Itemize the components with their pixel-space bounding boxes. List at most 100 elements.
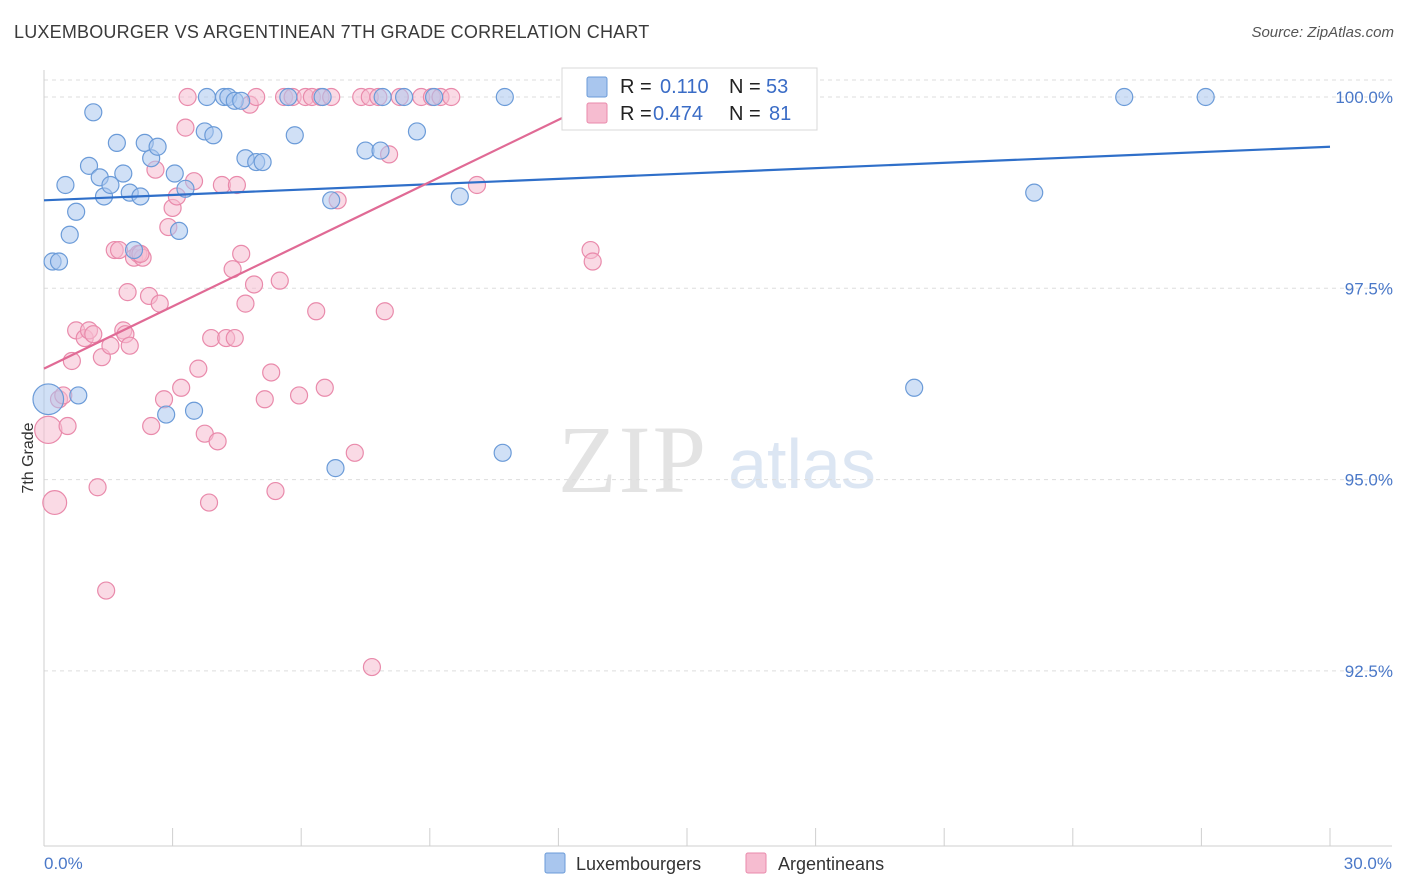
argentineans-point: [345, 443, 364, 462]
luxembourgers-point: [450, 187, 469, 206]
luxembourgers-point: [107, 133, 126, 153]
luxembourgers-point: [69, 386, 88, 405]
legend-swatch-pink: [586, 102, 608, 124]
argentineans-point: [142, 416, 161, 436]
luxembourgers-point: [60, 225, 79, 244]
series-legend: Luxembourgers Argentineans: [544, 852, 884, 874]
luxembourgers-point: [407, 122, 427, 141]
luxembourgers-point: [56, 175, 75, 195]
legend-item-argentineans-swatch: [745, 852, 767, 874]
luxembourgers-point: [394, 87, 414, 107]
luxembourgers-point: [253, 152, 272, 172]
argentineans-points: [34, 87, 812, 677]
luxembourgers-point: [67, 202, 86, 221]
argentineans-point: [315, 378, 334, 397]
y-axis-tick-labels: 100.0% 97.5% 95.0% 92.5%: [1335, 88, 1393, 681]
argentineans-point: [84, 325, 103, 344]
legend-n-label-blue: N =: [729, 76, 761, 98]
argentineans-point: [583, 252, 602, 271]
legend-item-luxembourgers-swatch: [544, 852, 566, 874]
luxembourgers-point: [493, 443, 512, 462]
luxembourgers-point: [157, 405, 176, 424]
luxembourgers-point: [49, 252, 69, 271]
argentineans-point: [88, 478, 107, 497]
argentineans-point: [120, 336, 139, 355]
argentineans-point: [42, 490, 68, 516]
axes: [43, 70, 1392, 847]
luxembourgers-point: [326, 459, 345, 478]
grid-lines: [44, 79, 1392, 672]
luxembourgers-point: [114, 164, 133, 183]
argentineans-point: [467, 175, 487, 195]
argentineans-point: [266, 481, 285, 501]
luxembourgers-point: [322, 191, 341, 210]
legend-r-value-blue: 0.110: [660, 76, 709, 98]
luxembourgers-point: [204, 126, 223, 145]
luxembourgers-point: [371, 141, 390, 160]
chart-title: LUXEMBOURGER VS ARGENTINEAN 7TH GRADE CO…: [14, 22, 650, 42]
argentineans-point: [199, 493, 219, 512]
argentineans-point: [247, 87, 266, 107]
watermark-zip: ZIP: [558, 406, 708, 513]
luxembourgers-point: [1196, 87, 1215, 107]
y-tick-label: 100.0%: [1335, 88, 1393, 107]
luxembourgers-point: [124, 240, 144, 260]
argentineans-point: [232, 244, 251, 263]
legend-item-luxembourgers: Luxembourgers: [576, 854, 701, 874]
luxembourgers-point: [279, 87, 298, 107]
x-tick-label-min: 0.0%: [44, 854, 83, 873]
argentineans-point: [176, 118, 195, 137]
argentineans-point: [34, 415, 63, 445]
legend-n-label-pink: N =: [729, 103, 761, 125]
legend-n-value-pink: 81: [769, 103, 791, 125]
y-tick-label: 95.0%: [1345, 471, 1393, 490]
argentineans-point: [307, 302, 326, 321]
watermark-atlas: atlas: [728, 425, 876, 503]
legend-r-label-pink: R =: [620, 103, 652, 125]
legend-item-argentineans: Argentineans: [778, 854, 884, 874]
luxembourgers-point: [373, 87, 392, 107]
argentineans-point: [118, 283, 137, 302]
correlation-legend: R = 0.110 N = 53 R = 0.474 N = 81: [561, 67, 818, 131]
argentineans-point: [270, 271, 289, 290]
y-axis-label: 7th Grade: [20, 422, 37, 493]
argentineans-point: [208, 432, 227, 451]
luxembourgers-point: [84, 103, 103, 122]
argentineans-trend-line: [43, 96, 607, 370]
luxembourgers-points: [32, 87, 1215, 478]
source-label: Source: ZipAtlas.com: [1251, 24, 1394, 41]
argentineans-point: [244, 275, 264, 294]
x-axis-ticks: [43, 828, 1331, 846]
luxembourgers-point: [197, 87, 216, 107]
argentineans-point: [225, 328, 244, 348]
luxembourgers-point: [32, 383, 65, 416]
argentineans-point: [236, 294, 255, 313]
legend-r-label-blue: R =: [620, 76, 652, 98]
legend-swatch-blue: [586, 76, 608, 98]
luxembourgers-point: [169, 221, 189, 241]
y-tick-label: 92.5%: [1345, 662, 1393, 681]
luxembourgers-point: [424, 87, 444, 107]
argentineans-point: [262, 363, 281, 382]
argentineans-point: [178, 87, 197, 107]
argentineans-point: [227, 175, 246, 195]
luxembourgers-point: [1115, 87, 1134, 107]
luxembourgers-point: [176, 179, 195, 198]
luxembourgers-point: [313, 87, 332, 107]
argentineans-point: [375, 302, 394, 321]
luxembourgers-point: [232, 91, 251, 110]
argentineans-point: [362, 657, 382, 677]
y-tick-label: 97.5%: [1345, 279, 1393, 298]
argentineans-point: [289, 386, 309, 405]
argentineans-point: [58, 416, 77, 436]
argentineans-point: [97, 581, 116, 600]
legend-n-value-blue: 53: [766, 76, 788, 98]
luxembourgers-point: [285, 126, 304, 145]
luxembourgers-point: [148, 137, 167, 156]
luxembourgers-trend-line: [43, 145, 1331, 202]
trend-lines: [43, 96, 1331, 370]
luxembourgers-point: [495, 87, 514, 107]
luxembourgers-point: [101, 175, 120, 195]
x-tick-label-max: 30.0%: [1344, 854, 1392, 873]
